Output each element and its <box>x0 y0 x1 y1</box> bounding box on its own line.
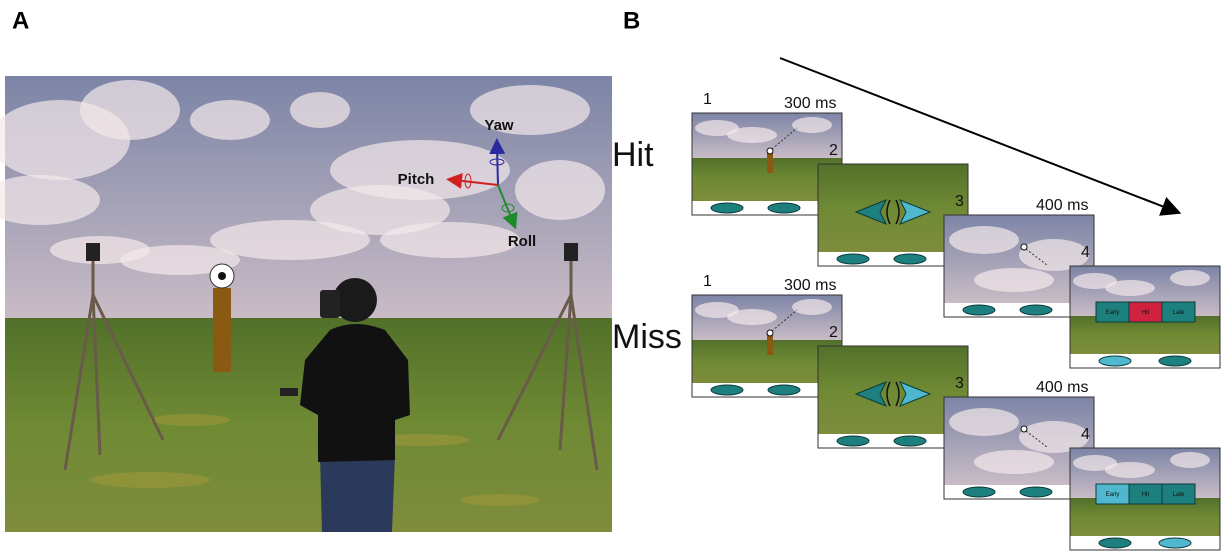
frame-number: 4 <box>1081 426 1090 443</box>
camera <box>86 243 100 261</box>
axis-label: Pitch <box>398 171 435 188</box>
response-button <box>711 203 743 213</box>
frame-number: 3 <box>955 193 964 210</box>
response-button <box>837 436 869 446</box>
response-button <box>1099 356 1131 366</box>
feedback-label: Hit <box>1142 310 1150 316</box>
response-button <box>1159 538 1191 548</box>
response-button <box>963 305 995 315</box>
panel-label: B <box>623 7 640 34</box>
response-button <box>711 385 743 395</box>
response-bar <box>1070 354 1220 368</box>
cloud <box>190 100 270 140</box>
response-button <box>1159 356 1191 366</box>
feedback-label: Early <box>1106 492 1120 498</box>
frame-number: 1 <box>703 91 712 108</box>
response-button <box>1020 487 1052 497</box>
grass-patch <box>460 494 540 506</box>
stimulus-frame: Early Hit Late <box>1070 266 1220 368</box>
axis-label: Yaw <box>484 117 514 134</box>
condition-label: Hit <box>612 136 654 174</box>
cloud <box>949 408 1019 436</box>
frame-number: 2 <box>829 324 838 341</box>
feedback-label: Late <box>1173 492 1185 498</box>
figure: A Yaw Pitch Roll B Hit 1 300 ms 2 3 400 ms Early Hit… <box>0 0 1225 551</box>
feedback-label: Early <box>1106 310 1120 316</box>
cloud <box>1170 270 1210 286</box>
cloud <box>974 268 1054 292</box>
response-button <box>837 254 869 264</box>
response-button <box>768 203 800 213</box>
controller <box>280 388 298 396</box>
frame-number: 2 <box>829 142 838 159</box>
cloud <box>949 226 1019 254</box>
feedback-label: Late <box>1173 310 1185 316</box>
headset <box>320 290 340 318</box>
cloud <box>727 127 777 143</box>
frame-duration: 300 ms <box>784 277 836 294</box>
cloud <box>727 309 777 325</box>
frame-number: 3 <box>955 375 964 392</box>
stimulus-frame: Early Hit Late <box>1070 448 1220 550</box>
cloud <box>1105 462 1155 478</box>
cloud <box>792 117 832 133</box>
cloud <box>1170 452 1210 468</box>
frame-number: 4 <box>1081 244 1090 261</box>
pillar <box>213 288 231 372</box>
response-button <box>1099 538 1131 548</box>
condition-label: Miss <box>612 318 682 356</box>
pillar <box>767 153 773 173</box>
cloud <box>290 92 350 128</box>
response-bar <box>1070 536 1220 550</box>
frame-duration: 300 ms <box>784 95 836 112</box>
pillar <box>767 335 773 355</box>
response-button <box>894 436 926 446</box>
cloud <box>380 222 520 258</box>
grass-patch <box>150 414 230 426</box>
grass-patch <box>90 472 210 488</box>
cloud <box>515 160 605 220</box>
response-button <box>894 254 926 264</box>
response-button <box>1020 305 1052 315</box>
camera <box>564 243 578 261</box>
response-button <box>963 487 995 497</box>
frame-number: 1 <box>703 273 712 290</box>
response-button <box>768 385 800 395</box>
frame-duration: 400 ms <box>1036 197 1088 214</box>
cloud <box>1105 280 1155 296</box>
ball-patch <box>218 272 226 280</box>
cloud <box>80 80 180 140</box>
cloud <box>792 299 832 315</box>
yaw-axis <box>497 146 498 185</box>
panel-label: A <box>12 7 29 34</box>
feedback-label: Hit <box>1142 492 1150 498</box>
frame-duration: 400 ms <box>1036 379 1088 396</box>
cloud <box>974 450 1054 474</box>
axis-label: Roll <box>508 233 536 250</box>
person-legs <box>320 455 395 532</box>
